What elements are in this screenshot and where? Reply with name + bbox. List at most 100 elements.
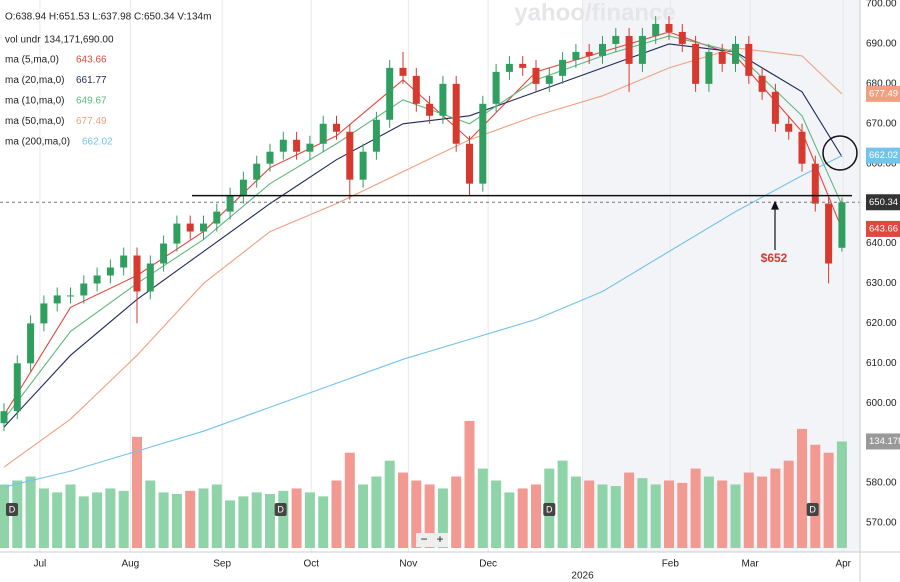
zoom-button-label[interactable]: +	[436, 532, 443, 546]
volume-bar	[637, 478, 648, 548]
volume-bar	[371, 476, 382, 548]
candle-body	[186, 223, 194, 232]
dividend-marker-box	[806, 503, 819, 516]
candle-body	[279, 139, 287, 152]
volume-bar	[171, 494, 182, 548]
volume-bar	[52, 492, 63, 548]
candle-body	[492, 71, 500, 104]
volume-bar	[464, 420, 475, 548]
candle-body	[146, 263, 154, 292]
volume-bar	[0, 484, 9, 548]
candle-body	[133, 255, 141, 292]
ma-badge-box	[866, 220, 900, 237]
arrow-head	[771, 200, 779, 210]
legend-value: 134,171,690.00	[44, 35, 114, 46]
y-tick-label: 690.00	[866, 39, 897, 50]
x-tick-label: Dec	[479, 559, 497, 570]
candle-body	[838, 202, 846, 248]
candle-body	[372, 119, 380, 152]
candle-body	[466, 143, 473, 184]
candle-body	[771, 91, 779, 124]
x-tick-label: Apr	[835, 559, 851, 570]
x-tick-label: Mar	[742, 559, 760, 570]
volume-bar	[78, 496, 89, 548]
candle-body	[67, 295, 74, 297]
candle-body	[811, 163, 819, 204]
candle-body	[825, 203, 833, 264]
volume-bar	[810, 444, 821, 548]
volume-bar	[757, 476, 768, 548]
volume-bar	[118, 490, 129, 548]
candle-body	[678, 31, 686, 44]
volume-bar	[145, 480, 156, 548]
candle-body	[559, 59, 567, 76]
volume-bar	[185, 490, 196, 548]
volume-bar	[836, 441, 847, 548]
volume-bar	[451, 476, 462, 548]
candle-body	[705, 51, 713, 84]
zoom-button-label[interactable]: −	[420, 532, 427, 546]
candle-body	[798, 131, 806, 164]
candle-body	[266, 151, 274, 164]
candle-body	[93, 275, 101, 284]
volume-bar	[610, 486, 621, 548]
ma-badge: 677.49	[869, 88, 898, 99]
volume-bar	[531, 484, 541, 548]
dividend-marker-label: D	[9, 504, 16, 514]
y-tick-label: 570.00	[866, 518, 897, 529]
ma-badge: 662.02	[869, 150, 898, 161]
ma-badge-box	[866, 85, 900, 102]
dividend-marker[interactable]: D	[806, 503, 819, 516]
legend-name: ma (20,ma,0)	[5, 75, 64, 86]
dividend-marker[interactable]: D	[543, 503, 556, 516]
candle-body	[665, 23, 673, 32]
zoom-button-box[interactable]	[416, 533, 432, 547]
candle-body	[745, 43, 753, 76]
candle-body	[638, 35, 646, 64]
volume-bar	[398, 472, 408, 548]
legend-name: ma (10,ma,0)	[5, 96, 64, 107]
volume-bar	[504, 492, 515, 548]
volume-bar	[92, 492, 103, 548]
zoom-button[interactable]: +	[432, 532, 448, 547]
volume-bar	[650, 484, 661, 548]
legend-value: 643.66	[76, 55, 107, 66]
dividend-marker-label: D	[809, 504, 816, 514]
volume-bar	[717, 480, 728, 548]
candle-body	[452, 83, 460, 144]
candle-body	[213, 211, 221, 224]
candle-body	[160, 243, 168, 264]
volume-bar	[384, 460, 395, 548]
volume-bar	[158, 492, 169, 548]
volume-bar	[344, 452, 355, 548]
zoom-button-box[interactable]	[432, 533, 448, 547]
candle-body	[386, 67, 394, 120]
candle-body	[319, 123, 327, 144]
volume-bar	[743, 472, 754, 548]
volume-bar	[358, 484, 369, 548]
legend-value: 661.77	[76, 75, 107, 86]
y-tick-label: 700.00	[866, 0, 897, 10]
volume-bar	[105, 488, 116, 548]
y-tick-label: 610.00	[866, 358, 897, 369]
dividend-marker-label: D	[277, 504, 284, 514]
dividend-marker[interactable]: D	[5, 503, 18, 516]
volume-bar	[65, 484, 76, 548]
volume-bar	[238, 496, 249, 548]
candle-body	[13, 363, 21, 412]
watermark: yahoo/finance	[514, 0, 675, 26]
volume-bar	[38, 488, 49, 548]
volume-bar	[517, 488, 528, 548]
dividend-marker[interactable]: D	[274, 503, 287, 516]
legend-name: ma (50,ma,0)	[5, 116, 64, 127]
zoom-button[interactable]: −	[416, 532, 432, 547]
x-tick-label: Feb	[662, 559, 680, 570]
candle-body	[692, 43, 700, 84]
volume-bar	[477, 468, 488, 548]
x-tick-label: Jul	[34, 559, 47, 570]
candle-body	[572, 51, 580, 60]
candle-body	[27, 323, 35, 364]
candle-body	[758, 75, 766, 92]
moving-average-line	[3, 47, 843, 468]
